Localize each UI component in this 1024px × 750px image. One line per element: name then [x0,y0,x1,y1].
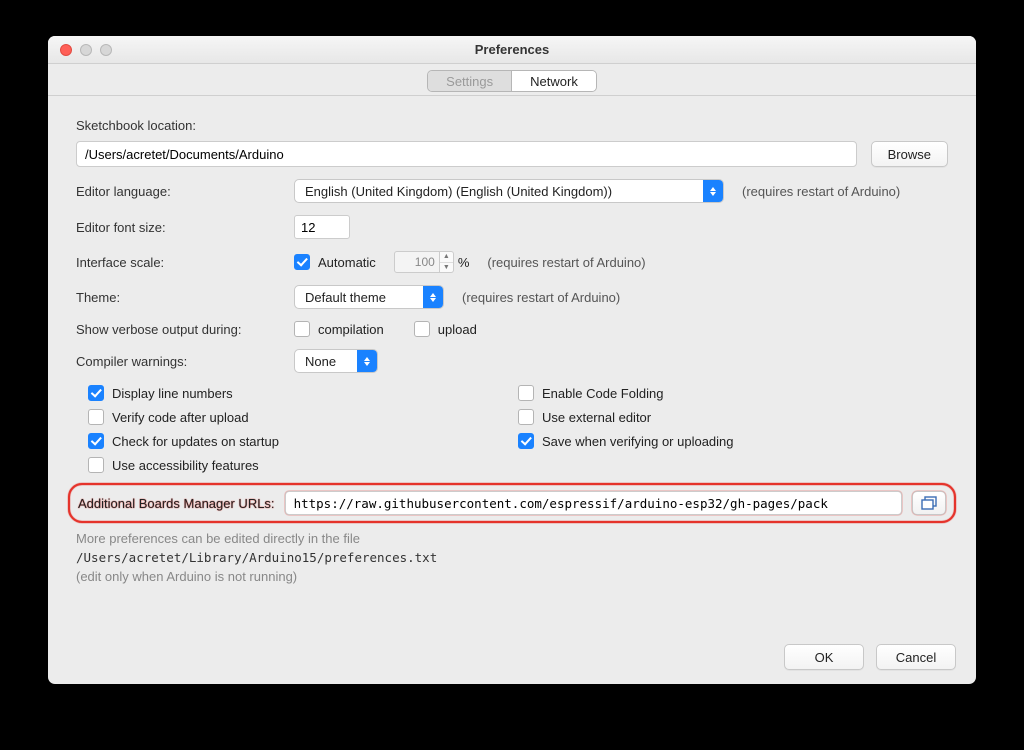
external-editor-text: Use external editor [542,410,651,425]
window-stack-icon [921,496,937,510]
editor-language-hint: (requires restart of Arduino) [742,184,900,199]
boards-urls-input[interactable] [285,491,902,515]
code-folding-checkbox[interactable] [518,385,534,401]
check-updates-checkbox[interactable] [88,433,104,449]
boards-urls-label: Additional Boards Manager URLs: [78,496,275,511]
boards-urls-highlight: Additional Boards Manager URLs: [68,483,956,523]
save-when-verify-checkbox[interactable] [518,433,534,449]
automatic-scale-checkbox[interactable] [294,254,310,270]
ok-button[interactable]: OK [784,644,864,670]
tab-bar: Settings Network [48,64,976,96]
automatic-scale-text: Automatic [318,255,376,270]
percent-suffix: % [458,255,470,270]
stepper-up-icon[interactable]: ▲ [440,252,453,263]
editor-language-label: Editor language: [76,184,294,199]
stepper-down-icon[interactable]: ▼ [440,263,453,273]
chevron-updown-icon [357,350,377,372]
footer-note: More preferences can be edited directly … [76,531,948,546]
display-line-numbers-checkbox[interactable] [88,385,104,401]
verbose-label: Show verbose output during: [76,322,294,337]
tab-settings[interactable]: Settings [428,71,512,91]
footer-warn: (edit only when Arduino is not running) [76,569,948,584]
code-folding-text: Enable Code Folding [542,386,663,401]
font-size-label: Editor font size: [76,220,294,235]
chevron-updown-icon [423,286,443,308]
accessibility-checkbox[interactable] [88,457,104,473]
verbose-compilation-checkbox[interactable] [294,321,310,337]
compiler-warnings-label: Compiler warnings: [76,354,294,369]
chevron-updown-icon [703,180,723,202]
tab-network[interactable]: Network [512,71,596,91]
prefs-file-path: /Users/acretet/Library/Arduino15/prefere… [76,550,948,565]
interface-scale-label: Interface scale: [76,255,294,270]
verbose-compilation-text: compilation [318,322,384,337]
display-line-numbers-text: Display line numbers [112,386,233,401]
scale-value [394,251,440,273]
compiler-warnings-value: None [295,354,357,369]
font-size-input[interactable] [294,215,350,239]
theme-value: Default theme [295,290,423,305]
theme-hint: (requires restart of Arduino) [462,290,620,305]
accessibility-text: Use accessibility features [112,458,259,473]
titlebar: Preferences [48,36,976,64]
browse-button[interactable]: Browse [871,141,948,167]
verify-after-upload-checkbox[interactable] [88,409,104,425]
sketchbook-path-input[interactable] [76,141,857,167]
sketchbook-label: Sketchbook location: [76,118,948,133]
verbose-upload-checkbox[interactable] [414,321,430,337]
save-when-verify-text: Save when verifying or uploading [542,434,734,449]
cancel-button[interactable]: Cancel [876,644,956,670]
verbose-upload-text: upload [438,322,477,337]
preferences-window: Preferences Settings Network Sketchbook … [48,36,976,684]
scale-stepper[interactable]: ▲▼ [394,251,454,273]
external-editor-checkbox[interactable] [518,409,534,425]
window-title: Preferences [48,42,976,57]
check-updates-text: Check for updates on startup [112,434,279,449]
verify-after-upload-text: Verify code after upload [112,410,249,425]
expand-urls-button[interactable] [912,491,946,515]
scale-hint: (requires restart of Arduino) [487,255,645,270]
compiler-warnings-select[interactable]: None [294,349,378,373]
theme-select[interactable]: Default theme [294,285,444,309]
editor-language-value: English (United Kingdom) (English (Unite… [295,184,703,199]
theme-label: Theme: [76,290,294,305]
editor-language-select[interactable]: English (United Kingdom) (English (Unite… [294,179,724,203]
